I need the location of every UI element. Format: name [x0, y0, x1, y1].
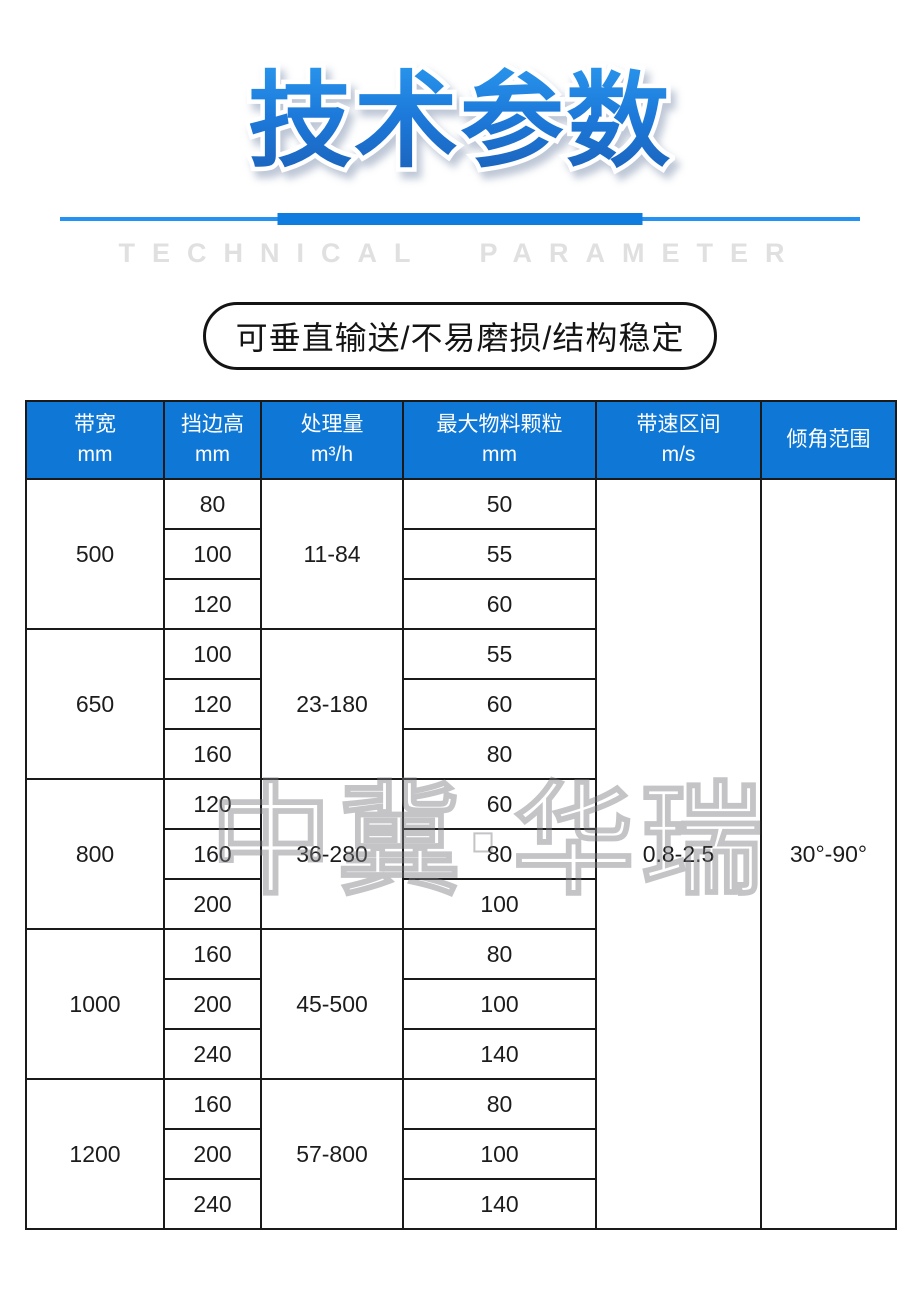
cell-edge-height: 100	[163, 628, 262, 680]
col-header-edge-height: 挡边高 mm	[163, 400, 262, 480]
col-header-belt-width: 带宽 mm	[25, 400, 165, 480]
col-header-unit: mm	[482, 443, 517, 466]
page-title: 技术参数 技术参数	[0, 52, 920, 202]
cell-edge-height: 200	[163, 1128, 262, 1180]
col-header-max-particle: 最大物料颗粒 mm	[402, 400, 597, 480]
cell-max-particle: 60	[402, 778, 597, 830]
cell-capacity: 57-800	[260, 1078, 404, 1230]
feature-badge-row: 可垂直输送/不易磨损/结构稳定	[0, 302, 920, 370]
cell-max-particle: 50	[402, 478, 597, 530]
table-row: 240 140	[26, 1028, 896, 1080]
cell-edge-height: 160	[163, 928, 262, 980]
cell-edge-height: 160	[163, 728, 262, 780]
col-header-label: 最大物料颗粒	[436, 413, 563, 436]
table-row: 1200 160 57-800 80	[25, 1078, 896, 1230]
cell-edge-height: 100	[163, 528, 262, 580]
table-row: 200 100	[26, 1128, 896, 1180]
table-row: 200 100	[26, 978, 896, 1030]
cell-max-particle: 55	[402, 628, 597, 680]
page-subtitle: TECHNICAL PARAMETER	[118, 238, 802, 268]
cell-edge-height: 200	[163, 978, 262, 1030]
table-row: 120 60	[26, 578, 896, 630]
cell-max-particle: 60	[402, 678, 597, 730]
table-row: 800 120 36-280 60	[25, 778, 896, 930]
col-header-unit: mm	[77, 443, 113, 466]
feature-badge: 可垂直输送/不易磨损/结构稳定	[202, 302, 718, 370]
cell-max-particle: 100	[402, 978, 597, 1030]
cell-max-particle: 80	[402, 928, 597, 980]
cell-belt-width: 500	[25, 478, 165, 630]
table-row: 160 80	[26, 728, 896, 780]
cell-max-particle: 80	[402, 728, 597, 780]
cell-angle-range: 30°-90°	[760, 478, 897, 1230]
cell-max-particle: 80	[402, 1078, 597, 1130]
cell-capacity: 11-84	[260, 478, 404, 630]
col-header-belt-speed: 带速区间 m/s	[595, 400, 762, 480]
cell-belt-speed: 0.8-2.5	[595, 478, 762, 1230]
cell-edge-height: 240	[163, 1028, 262, 1080]
cell-edge-height: 240	[163, 1178, 262, 1230]
col-header-capacity: 处理量 m³/h	[260, 400, 404, 480]
cell-max-particle: 100	[402, 1128, 597, 1180]
cell-max-particle: 140	[402, 1028, 597, 1080]
table-row: 650 100 23-180 55	[25, 628, 896, 780]
col-header-unit: m³/h	[311, 443, 353, 466]
cell-belt-width: 650	[25, 628, 165, 780]
cell-edge-height: 160	[163, 1078, 262, 1130]
cell-edge-height: 200	[163, 878, 262, 930]
col-header-label: 挡边高	[181, 413, 244, 436]
table-header-row: 带宽 mm 挡边高 mm 处理量 m³/h 最大物料颗粒 mm	[25, 400, 897, 480]
table-row: 100 55	[26, 528, 896, 580]
cell-edge-height: 120	[163, 578, 262, 630]
col-header-angle-range: 倾角范围	[760, 400, 897, 480]
cell-capacity: 23-180	[260, 628, 404, 780]
divider-thick-bar	[277, 213, 643, 225]
cell-max-particle: 100	[402, 878, 597, 930]
table-row: 1000 160 45-500 80	[25, 928, 896, 1080]
cell-edge-height: 160	[163, 828, 262, 880]
spec-table: 带宽 mm 挡边高 mm 处理量 m³/h 最大物料颗粒 mm	[25, 400, 897, 1230]
cell-edge-height: 120	[163, 678, 262, 730]
cell-max-particle: 140	[402, 1178, 597, 1230]
table-row: 120 60	[26, 678, 896, 730]
spec-table-zone: 带宽 mm 挡边高 mm 处理量 m³/h 最大物料颗粒 mm	[25, 400, 897, 1230]
col-header-unit: m/s	[661, 443, 696, 466]
table-row: 160 80	[26, 828, 896, 880]
cell-belt-width: 1200	[25, 1078, 165, 1230]
col-header-label: 处理量	[300, 413, 364, 436]
table-row: 200 100	[26, 878, 896, 930]
table-row: 500 80 11-84 50 0.8-2.5 30°-90°	[25, 478, 897, 1230]
cell-max-particle: 80	[402, 828, 597, 880]
cell-max-particle: 55	[402, 528, 597, 580]
table-row: 240 140	[26, 1178, 896, 1230]
page-title-stroke-layer: 技术参数	[0, 52, 920, 192]
cell-edge-height: 120	[163, 778, 262, 830]
cell-edge-height: 80	[163, 478, 262, 530]
cell-capacity: 45-500	[260, 928, 404, 1080]
col-header-label: 带宽	[74, 413, 116, 436]
col-header-label: 带速区间	[636, 413, 721, 436]
cell-max-particle: 60	[402, 578, 597, 630]
title-divider	[60, 213, 860, 225]
col-header-unit: mm	[195, 443, 230, 466]
cell-belt-width: 1000	[25, 928, 165, 1080]
col-header-label: 倾角范围	[786, 428, 871, 451]
page-title-text: 技术参数	[0, 52, 920, 192]
cell-belt-width: 800	[25, 778, 165, 930]
cell-capacity: 36-280	[260, 778, 404, 930]
